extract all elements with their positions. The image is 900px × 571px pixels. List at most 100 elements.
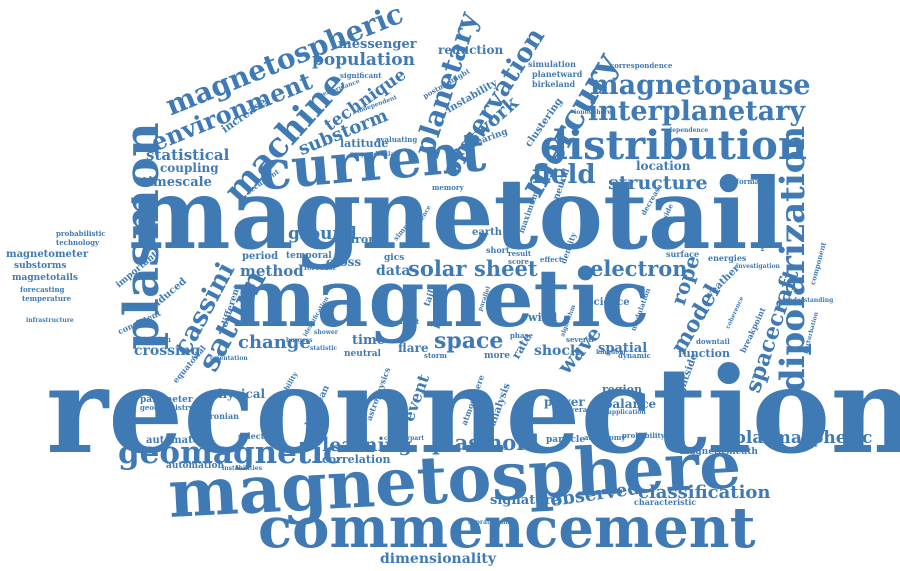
- word-electron: electron: [590, 256, 688, 281]
- word-simulation: simulation: [528, 59, 576, 69]
- word-planetward: planetward: [532, 69, 583, 79]
- word-plasmaspheric: plasmaspheric: [734, 428, 873, 448]
- word-forecast: forecast: [304, 263, 336, 272]
- word-parameter: parameter: [140, 395, 193, 405]
- word-significant: significant: [340, 71, 382, 80]
- word-dynamic: dynamic: [618, 351, 651, 360]
- word-correspondence: correspondence: [610, 61, 673, 70]
- word-kingdom: kingdom: [596, 349, 626, 356]
- word-downtail: downtail: [696, 337, 730, 346]
- word-particle: particle: [546, 435, 586, 445]
- word-magnetotail: magnetotail: [128, 157, 785, 271]
- word-detection: detection: [134, 335, 171, 344]
- word-wind: wind: [528, 311, 558, 324]
- word-several: several: [566, 335, 594, 344]
- word-statistic: statistic: [310, 345, 338, 352]
- word-temporal: temporal: [286, 251, 332, 261]
- word-probability: probability: [622, 431, 665, 440]
- word-contribution: contribution: [466, 445, 509, 452]
- word-dependence: dependence: [668, 127, 709, 134]
- word-data: data: [376, 263, 411, 279]
- word-shock: shock: [534, 343, 580, 359]
- word-crossing: crossing: [134, 343, 201, 359]
- word-magnetic: magnetic: [232, 251, 650, 345]
- word-structure: structure: [608, 172, 708, 194]
- word-geomagnetic: geomagnetic: [118, 435, 342, 471]
- word-automated: automated: [146, 435, 207, 446]
- word-classification: classification: [638, 482, 771, 503]
- word-substorms: substorms: [14, 261, 67, 271]
- word-shower: shower: [314, 329, 338, 336]
- word-cross: cross: [326, 255, 362, 269]
- word-sheet: sheet: [474, 256, 538, 281]
- word-geochemistry: geochemistry: [140, 403, 193, 412]
- word-birkeland: birkeland: [532, 79, 576, 89]
- word-ionosphere: ionosphere: [574, 109, 612, 116]
- word-perpendicular: perpendicular: [350, 151, 398, 158]
- word-effect: effect: [540, 255, 563, 264]
- word-region: region: [602, 383, 642, 396]
- word-magnetopause: magnetopause: [590, 70, 811, 101]
- word-temperature: temperature: [22, 294, 72, 303]
- word-coherence: coherence: [724, 295, 746, 330]
- word-latitude: latitude: [340, 137, 389, 150]
- word-most: most: [400, 317, 420, 326]
- word-function: function: [678, 347, 731, 360]
- word-short: short: [486, 245, 510, 255]
- word-application: application: [608, 409, 646, 416]
- word-earth: earth: [472, 227, 502, 238]
- word-spatial: spatial: [598, 341, 648, 356]
- word-timescale: timescale: [142, 175, 212, 190]
- word-dimensionality: dimensionality: [380, 551, 497, 567]
- word-plasmoid: plasmoid: [432, 430, 539, 455]
- word-auroral: auroral: [340, 233, 386, 246]
- word-method: method: [240, 262, 304, 280]
- word-distribution: distribution: [540, 122, 807, 169]
- word-formation: formation: [736, 177, 775, 186]
- word-evaluating: evaluating: [376, 135, 418, 144]
- word-selection: selection: [238, 431, 279, 441]
- word-neutral: neutral: [344, 349, 381, 359]
- word-understanding: understanding: [784, 297, 834, 304]
- word-signature: signature: [490, 493, 560, 508]
- word-location: location: [636, 159, 691, 173]
- word-characteristic: characteristic: [634, 497, 697, 507]
- word-suprathermal: suprathermal: [468, 519, 514, 526]
- word-coupling: coupling: [160, 161, 219, 175]
- word-infrastructure: infrastructure: [26, 317, 74, 324]
- word-reconnection: reconnection: [46, 341, 900, 480]
- word-instabilities: instabilities: [222, 465, 262, 472]
- word-score: score: [508, 257, 530, 266]
- word-storm: storm: [424, 351, 447, 360]
- word-ground: ground: [288, 224, 357, 244]
- word-magnetotails: magnetotails: [12, 273, 78, 283]
- word-science: science: [588, 297, 630, 308]
- word-gics: gics: [384, 253, 405, 263]
- word-surface: surface: [666, 249, 700, 259]
- word-statistical: statistical: [146, 146, 230, 164]
- word-space: space: [434, 328, 504, 354]
- word-energies: energies: [708, 253, 747, 263]
- word-magnetosheath: magnetosheath: [680, 447, 758, 457]
- word-technology: technology: [56, 238, 100, 247]
- word-commencement: commencement: [258, 495, 756, 561]
- word-result: result: [508, 249, 532, 258]
- word-automation: automation: [166, 461, 225, 471]
- word-reduction: reduction: [438, 43, 504, 57]
- word-physical: physical: [210, 387, 266, 401]
- word-memory: memory: [432, 183, 464, 192]
- word-power: power: [544, 395, 585, 409]
- word-learning: learning: [322, 434, 412, 456]
- word-forecasting: forecasting: [20, 285, 65, 294]
- word-kronian: kronian: [204, 411, 239, 421]
- word-magnetometer: magnetometer: [6, 249, 89, 260]
- word-time: time: [352, 333, 385, 348]
- word-correlation: correlation: [322, 453, 391, 466]
- word-average: average: [566, 405, 597, 414]
- word-orientation: orientation: [210, 355, 248, 362]
- word-counterpart: counterpart: [384, 435, 425, 442]
- word-investigation: investigation: [736, 263, 780, 270]
- word-astronomy: astronomy: [584, 433, 626, 442]
- word-probabilistic: probabilistic: [56, 229, 106, 238]
